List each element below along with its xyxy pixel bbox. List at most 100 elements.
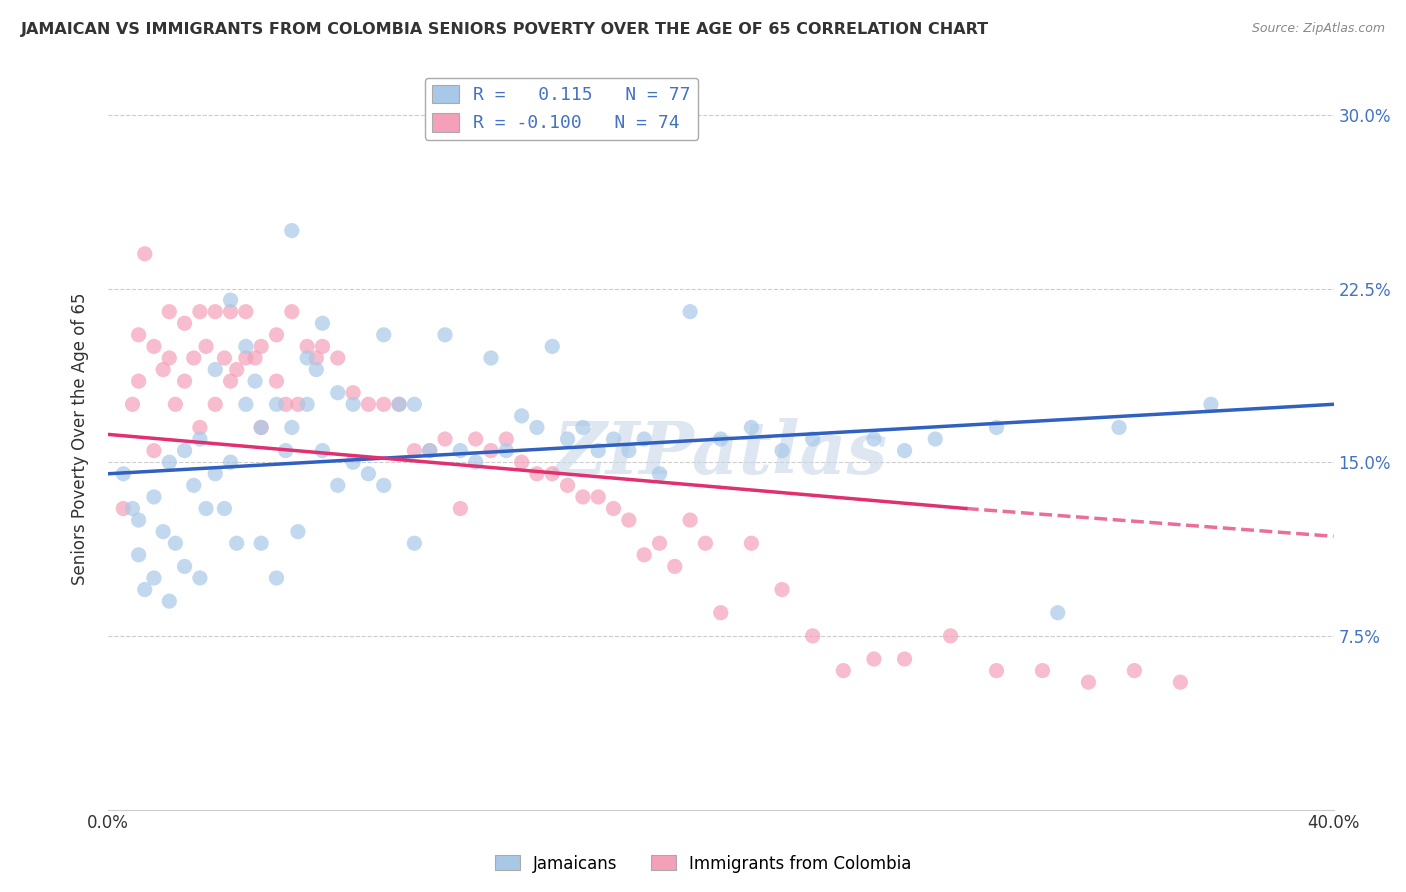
Point	[326, 351, 349, 365]
Point	[195, 339, 218, 353]
Point	[419, 443, 441, 458]
Point	[939, 629, 962, 643]
Point	[602, 432, 624, 446]
Point	[188, 432, 211, 446]
Point	[388, 397, 411, 411]
Point	[434, 327, 457, 342]
Point	[165, 536, 187, 550]
Point	[326, 385, 349, 400]
Point	[243, 374, 266, 388]
Point	[142, 443, 165, 458]
Point	[183, 351, 205, 365]
Point	[142, 339, 165, 353]
Point	[770, 582, 793, 597]
Point	[541, 467, 564, 481]
Point	[235, 339, 257, 353]
Point	[464, 455, 486, 469]
Point	[266, 327, 288, 342]
Point	[801, 432, 824, 446]
Point	[287, 524, 309, 539]
Point	[204, 467, 226, 481]
Point	[281, 304, 304, 318]
Point	[495, 443, 517, 458]
Point	[219, 455, 242, 469]
Text: JAMAICAN VS IMMIGRANTS FROM COLOMBIA SENIORS POVERTY OVER THE AGE OF 65 CORRELAT: JAMAICAN VS IMMIGRANTS FROM COLOMBIA SEN…	[21, 22, 990, 37]
Point	[128, 548, 150, 562]
Point	[586, 490, 609, 504]
Point	[274, 397, 297, 411]
Point	[510, 409, 533, 423]
Point	[173, 443, 195, 458]
Point	[287, 397, 309, 411]
Point	[664, 559, 686, 574]
Point	[449, 501, 471, 516]
Point	[710, 606, 733, 620]
Point	[214, 351, 236, 365]
Point	[801, 629, 824, 643]
Legend: R =   0.115   N = 77, R = -0.100   N = 74: R = 0.115 N = 77, R = -0.100 N = 74	[425, 78, 699, 140]
Point	[134, 582, 156, 597]
Point	[541, 339, 564, 353]
Point	[986, 420, 1008, 434]
Point	[586, 443, 609, 458]
Point	[695, 536, 717, 550]
Point	[281, 420, 304, 434]
Y-axis label: Seniors Poverty Over the Age of 65: Seniors Poverty Over the Age of 65	[72, 293, 89, 585]
Point	[281, 224, 304, 238]
Point	[342, 385, 364, 400]
Point	[157, 304, 180, 318]
Point	[152, 362, 174, 376]
Point	[404, 536, 426, 550]
Point	[188, 304, 211, 318]
Point	[602, 501, 624, 516]
Point	[219, 374, 242, 388]
Point	[152, 524, 174, 539]
Point	[250, 339, 273, 353]
Point	[188, 571, 211, 585]
Point	[495, 432, 517, 446]
Point	[1108, 420, 1130, 434]
Point	[235, 304, 257, 318]
Point	[121, 501, 143, 516]
Point	[373, 397, 395, 411]
Point	[479, 443, 502, 458]
Point	[266, 374, 288, 388]
Point	[274, 443, 297, 458]
Point	[173, 316, 195, 330]
Point	[893, 443, 915, 458]
Point	[128, 327, 150, 342]
Point	[419, 443, 441, 458]
Point	[204, 397, 226, 411]
Point	[173, 559, 195, 574]
Point	[112, 501, 135, 516]
Point	[526, 467, 548, 481]
Point	[863, 652, 886, 666]
Text: ZIPatlas: ZIPatlas	[554, 418, 887, 490]
Point	[404, 397, 426, 411]
Point	[183, 478, 205, 492]
Point	[311, 339, 333, 353]
Point	[311, 443, 333, 458]
Point	[572, 490, 595, 504]
Point	[770, 443, 793, 458]
Point	[250, 536, 273, 550]
Point	[295, 351, 318, 365]
Point	[173, 374, 195, 388]
Point	[357, 397, 380, 411]
Point	[1168, 675, 1191, 690]
Point	[305, 362, 328, 376]
Point	[617, 513, 640, 527]
Point	[219, 304, 242, 318]
Point	[112, 467, 135, 481]
Point	[295, 339, 318, 353]
Point	[510, 455, 533, 469]
Point	[373, 327, 395, 342]
Point	[710, 432, 733, 446]
Point	[373, 478, 395, 492]
Point	[1031, 664, 1053, 678]
Point	[195, 501, 218, 516]
Point	[557, 432, 579, 446]
Legend: Jamaicans, Immigrants from Colombia: Jamaicans, Immigrants from Colombia	[488, 848, 918, 880]
Point	[633, 548, 655, 562]
Point	[165, 397, 187, 411]
